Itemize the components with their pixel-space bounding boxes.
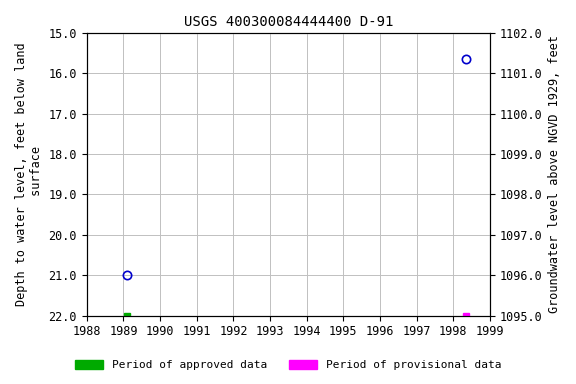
Legend: Period of approved data, Period of provisional data: Period of approved data, Period of provi… <box>70 355 506 375</box>
Title: USGS 400300084444400 D-91: USGS 400300084444400 D-91 <box>184 15 393 29</box>
Y-axis label: Depth to water level, feet below land
 surface: Depth to water level, feet below land su… <box>15 43 43 306</box>
Y-axis label: Groundwater level above NGVD 1929, feet: Groundwater level above NGVD 1929, feet <box>548 35 561 313</box>
